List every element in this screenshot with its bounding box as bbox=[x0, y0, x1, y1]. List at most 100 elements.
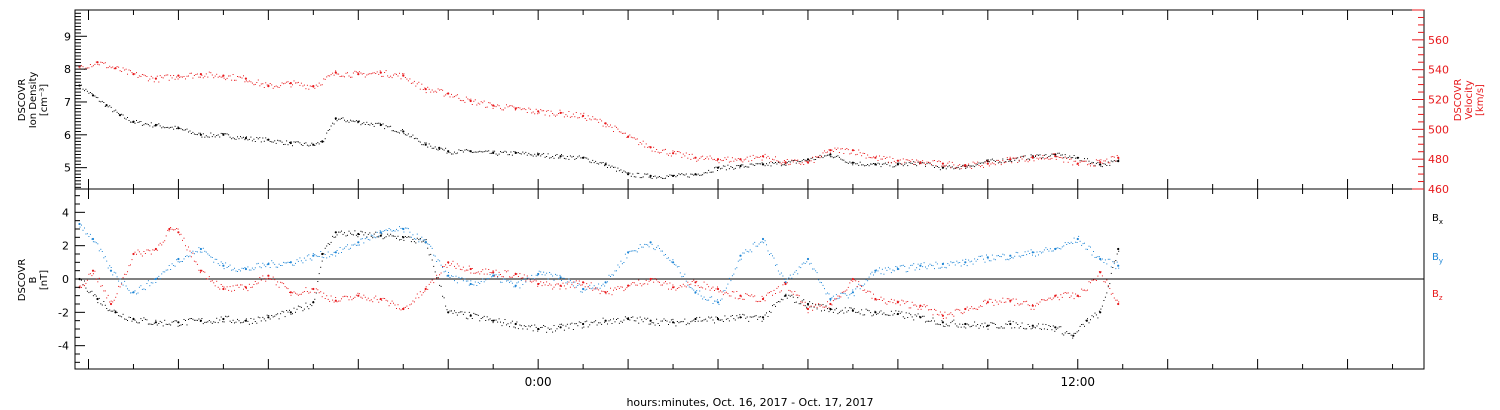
bz-sample bbox=[693, 279, 695, 281]
velocity-sample bbox=[1027, 161, 1029, 163]
bz-sample bbox=[1000, 301, 1002, 303]
bz-sample bbox=[870, 291, 872, 293]
by-sample bbox=[705, 299, 707, 300]
by-sample bbox=[222, 263, 224, 264]
by-sample bbox=[843, 292, 845, 294]
bx-sample bbox=[623, 319, 625, 321]
bz-sample bbox=[929, 309, 931, 311]
bx-sample bbox=[856, 312, 858, 313]
velocity-sample bbox=[1085, 160, 1087, 162]
bx-sample bbox=[229, 320, 231, 322]
bz-sample bbox=[465, 269, 467, 271]
density-sample bbox=[412, 134, 414, 136]
bx-sample bbox=[1043, 328, 1045, 330]
bz-sample bbox=[159, 242, 161, 244]
bz-sample bbox=[910, 307, 912, 309]
by-sample bbox=[1049, 248, 1051, 250]
velocity-sample bbox=[171, 77, 173, 79]
bx-sample bbox=[880, 310, 882, 312]
bx-sample bbox=[697, 320, 699, 322]
bx-sample bbox=[764, 314, 766, 316]
velocity-sample bbox=[326, 76, 328, 78]
by-sample bbox=[819, 281, 821, 283]
density-sample bbox=[251, 140, 253, 142]
velocity-sample bbox=[465, 96, 467, 98]
by-sample bbox=[959, 262, 961, 263]
bz-sample bbox=[645, 279, 647, 281]
bx-sample bbox=[581, 327, 583, 329]
velocity-sample bbox=[662, 149, 663, 151]
bx-sample bbox=[217, 322, 219, 324]
bz-sample bbox=[364, 296, 366, 298]
bz-sample bbox=[421, 294, 423, 296]
velocity-sample bbox=[107, 67, 109, 69]
bx-sample bbox=[351, 233, 353, 235]
bz-sample bbox=[329, 300, 331, 302]
bz-sample bbox=[1064, 292, 1066, 293]
bx-sample bbox=[1046, 328, 1048, 330]
density-sample bbox=[984, 161, 986, 163]
density-sample bbox=[1107, 161, 1109, 163]
density-sample bbox=[91, 93, 93, 95]
by-sample bbox=[88, 236, 90, 237]
bz-sample bbox=[887, 301, 889, 302]
bz-sample bbox=[636, 284, 638, 286]
by-sample bbox=[852, 289, 854, 291]
by-sample bbox=[1082, 243, 1084, 245]
by-sample bbox=[379, 230, 381, 232]
by-sample bbox=[390, 229, 392, 231]
bx-sample bbox=[1032, 327, 1033, 329]
bx-sample bbox=[479, 320, 481, 322]
by-point bbox=[1031, 251, 1034, 254]
bz-sample bbox=[225, 288, 227, 290]
bz-sample bbox=[247, 290, 249, 292]
density-sample bbox=[202, 133, 204, 135]
bx-sample bbox=[734, 319, 736, 321]
bz-sample bbox=[413, 301, 415, 303]
density-sample bbox=[708, 169, 710, 171]
velocity-axis-title-line: Velocity bbox=[1464, 80, 1475, 119]
density-sample bbox=[1021, 155, 1023, 157]
by-sample bbox=[925, 266, 926, 268]
density-sample bbox=[728, 168, 730, 170]
by-sample bbox=[488, 278, 490, 280]
density-sample bbox=[571, 156, 573, 158]
velocity-sample bbox=[232, 74, 234, 75]
velocity-sample bbox=[338, 73, 340, 75]
velocity-sample bbox=[266, 84, 268, 86]
density-sample bbox=[980, 162, 981, 164]
density-sample bbox=[690, 173, 692, 175]
bx-sample bbox=[124, 318, 126, 320]
velocity-sample bbox=[287, 81, 289, 83]
by-sample bbox=[538, 270, 540, 272]
by-sample bbox=[534, 278, 536, 280]
velocity-sample bbox=[547, 110, 549, 111]
bz-sample bbox=[822, 306, 824, 308]
density-sample bbox=[459, 150, 461, 151]
velocity-sample bbox=[852, 149, 854, 151]
bz-sample bbox=[228, 289, 230, 291]
density-point bbox=[244, 137, 247, 140]
velocity-sample bbox=[164, 75, 166, 77]
velocity-sample bbox=[566, 115, 568, 117]
velocity-sample bbox=[546, 110, 548, 112]
bz-sample bbox=[632, 282, 634, 283]
bz-sample bbox=[656, 279, 658, 281]
velocity-point bbox=[1009, 158, 1012, 161]
bz-sample bbox=[1032, 304, 1033, 306]
legend-entry: Bz bbox=[1432, 289, 1443, 302]
density-sample bbox=[430, 145, 432, 147]
bx-sample bbox=[999, 327, 1001, 329]
by-sample bbox=[300, 260, 302, 262]
velocity-sample bbox=[997, 159, 999, 161]
velocity-sample bbox=[372, 72, 374, 74]
bx-sample bbox=[1045, 324, 1047, 325]
density-sample bbox=[572, 155, 574, 157]
density-sample bbox=[636, 172, 638, 174]
bz-sample bbox=[620, 286, 622, 288]
by-sample bbox=[332, 254, 334, 256]
by-sample bbox=[161, 273, 163, 275]
velocity-sample bbox=[702, 155, 704, 157]
density-sample bbox=[454, 151, 455, 153]
bz-sample bbox=[546, 281, 548, 283]
